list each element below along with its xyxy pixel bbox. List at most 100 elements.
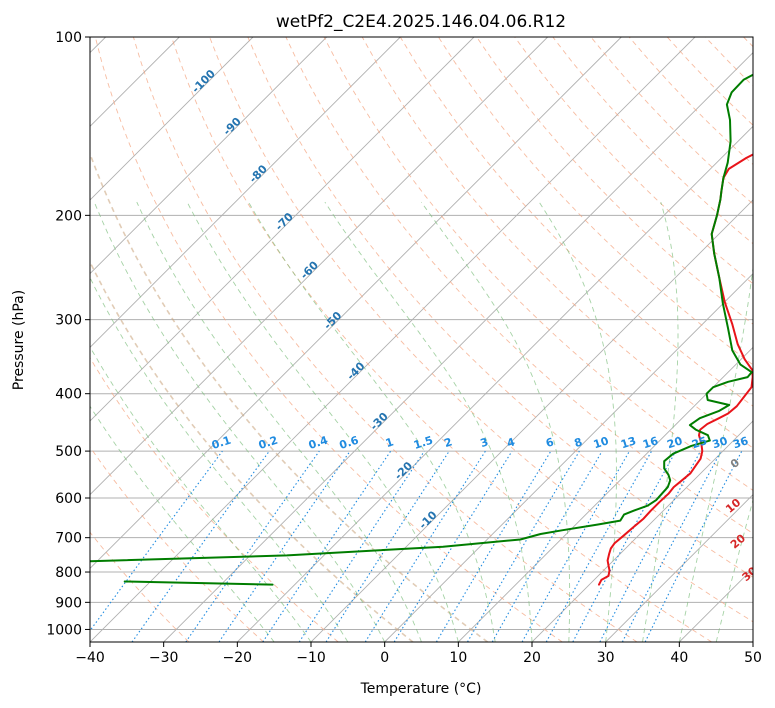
x-axis-label: Temperature (°C) [360, 681, 482, 697]
x-tick-label: 40 [670, 650, 688, 666]
mixing-ratio-line [364, 450, 486, 642]
mixing-ratio-line [393, 450, 513, 642]
mixing-ratio-line [90, 450, 223, 632]
mixing-ratio-line [572, 450, 677, 642]
mixing-ratio-label: 4 [505, 435, 517, 450]
mixing-ratio-label: 20 [665, 434, 684, 451]
x-axis-ticks: −40 −30 −20 −10 0 10 20 30 40 50 [75, 642, 762, 666]
mixing-ratio-label: 6 [544, 435, 556, 450]
isobar-lines [90, 37, 753, 630]
moist-adiabat-line [324, 201, 533, 642]
y-tick-label: 300 [55, 313, 82, 329]
isotherm-lines [90, 37, 753, 642]
y-tick-label: 900 [55, 595, 82, 611]
moist-adiabat-line [420, 201, 571, 642]
mixing-ratio-label: 13 [619, 434, 638, 451]
dry-adiabat-line [743, 37, 753, 48]
isotherm-line [531, 420, 753, 642]
dry-adiabat-line [399, 37, 753, 407]
series-line-1 [598, 153, 753, 586]
dry-adiabat-line [514, 37, 753, 285]
x-tick-label: 30 [597, 650, 615, 666]
mixing-ratio-label: 8 [573, 435, 584, 450]
isotherm-label: -80 [247, 162, 270, 185]
x-tick-label: 0 [380, 650, 389, 666]
theta-e-label: 30 [740, 564, 760, 584]
moist-adiabat-line [248, 201, 496, 642]
mixing-ratio-label: 16 [641, 434, 660, 451]
mixing-ratio-label: 25 [690, 434, 709, 451]
dry-adiabat-line [247, 37, 753, 578]
mixing-ratio-label: 1 [384, 435, 395, 450]
dry-adiabat-line [438, 37, 753, 366]
isotherm-label: -90 [221, 115, 244, 138]
chart-title: wetPf2_C2E4.2025.146.04.06.R12 [276, 12, 566, 32]
isotherm-line [90, 37, 327, 275]
isotherm-line [90, 37, 548, 496]
mixing-ratio-label: 10 [592, 434, 611, 451]
mixing-ratio-line [325, 450, 450, 642]
isotherm-label: -100 [189, 67, 218, 96]
y-tick-label: 500 [55, 444, 82, 460]
isotherm-label: -30 [368, 410, 391, 433]
isotherm-line [310, 199, 753, 642]
moist-adiabat-line [715, 498, 753, 642]
isotherm-line [163, 52, 753, 642]
moist-adiabat-line [90, 405, 275, 642]
series-lines [90, 73, 753, 586]
theta-e-label: 40 [754, 594, 774, 614]
theta-e-label: 0 [728, 456, 742, 471]
isotherm-line [90, 37, 696, 642]
isotherm-label: -20 [392, 459, 415, 482]
mixing-ratio-line [545, 450, 653, 642]
dry-adiabat-line [704, 37, 753, 87]
moist-adiabat-line [136, 201, 422, 642]
isotherm-line [752, 641, 753, 642]
dry-adiabat-line [90, 151, 489, 642]
moist-adiabat-line [642, 201, 679, 642]
x-tick-label: −30 [149, 650, 179, 666]
dry-adiabat-line [90, 260, 414, 642]
mixing-ratio-line [644, 450, 743, 642]
dry-adiabat-line [90, 531, 190, 642]
isotherm-label: -50 [321, 309, 344, 332]
isotherm-line [90, 37, 401, 348]
moist-adiabat-line [93, 201, 386, 642]
y-axis-ticks: 100 200 300 400 500 600 700 800 900 1000 [46, 30, 90, 638]
moist-adiabat-line [90, 346, 312, 642]
y-tick-label: 700 [55, 531, 82, 547]
series-line-3 [123, 580, 274, 586]
mixing-ratio-label: 2 [443, 435, 454, 450]
mixing-ratio-line [131, 450, 270, 642]
mixing-ratio-line [262, 450, 392, 642]
isotherm-line [384, 273, 753, 642]
isotherm-label: -40 [344, 359, 367, 382]
dry-adiabat-line [361, 37, 753, 449]
x-tick-label: −10 [296, 650, 326, 666]
isotherm-line [90, 37, 475, 422]
isotherm-label: -10 [416, 508, 439, 531]
mixing-ratio-lines [90, 450, 743, 642]
mixing-ratio-label: 1.5 [412, 434, 435, 452]
dry-adiabat-line [666, 37, 753, 126]
y-axis-label: Pressure (hPa) [11, 290, 27, 390]
x-tick-label: −20 [223, 650, 253, 666]
mixing-ratio-label: 0.4 [307, 433, 330, 451]
mixing-ratio-line [218, 450, 351, 642]
y-tick-label: 800 [55, 565, 82, 581]
plot-area: 0.1 0.2 0.4 0.6 1 1.5 2 3 4 6 8 10 13 16 20 25 30 36-100-… [90, 37, 774, 642]
mixing-ratio-label: 30 [711, 434, 730, 451]
isotherm-line [90, 37, 622, 569]
dry-adiabat-line [590, 37, 753, 205]
isotherm-line [679, 567, 753, 642]
mixing-ratio-label: 0.1 [210, 434, 233, 452]
mixing-ratio-label: 0.6 [338, 433, 361, 451]
dry-adiabat-line [171, 37, 712, 642]
theta-e-label: 10 [723, 496, 743, 516]
isotherm-label: -70 [273, 210, 296, 233]
dry-adiabat-line [94, 37, 563, 642]
isotherm-line [458, 346, 753, 642]
dry-adiabat-line [90, 356, 339, 642]
mixing-ratio-line [521, 450, 630, 642]
y-tick-label: 600 [55, 491, 82, 507]
